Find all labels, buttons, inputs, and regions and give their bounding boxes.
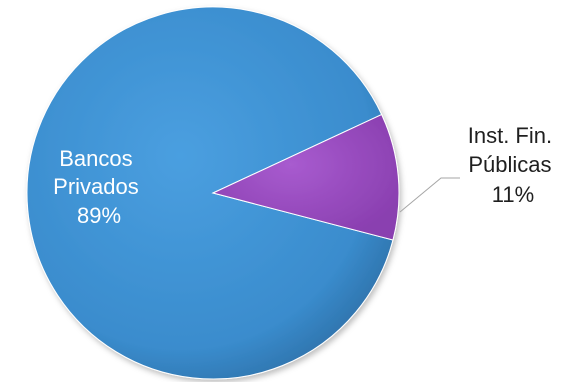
- leader-line: [399, 177, 460, 213]
- pie-slice-bancos-privados: [26, 6, 394, 380]
- pie-slice-inst-fin-publicas: [211, 113, 400, 241]
- slice-percent-label: 11%: [492, 182, 534, 207]
- slice-label-line: Públicas: [468, 152, 551, 177]
- slice-label-inst-fin-publicas: Inst. Fin. Públicas 11%: [468, 123, 558, 207]
- slice-label-line: Privados: [53, 174, 139, 199]
- slice-label-bancos-privados: Bancos Privados 89%: [53, 146, 145, 228]
- slice-label-line: Inst. Fin.: [468, 123, 552, 148]
- pie-slices: [26, 6, 400, 380]
- slice-percent-label: 89%: [77, 203, 121, 228]
- slice-label-line: Bancos: [59, 146, 132, 171]
